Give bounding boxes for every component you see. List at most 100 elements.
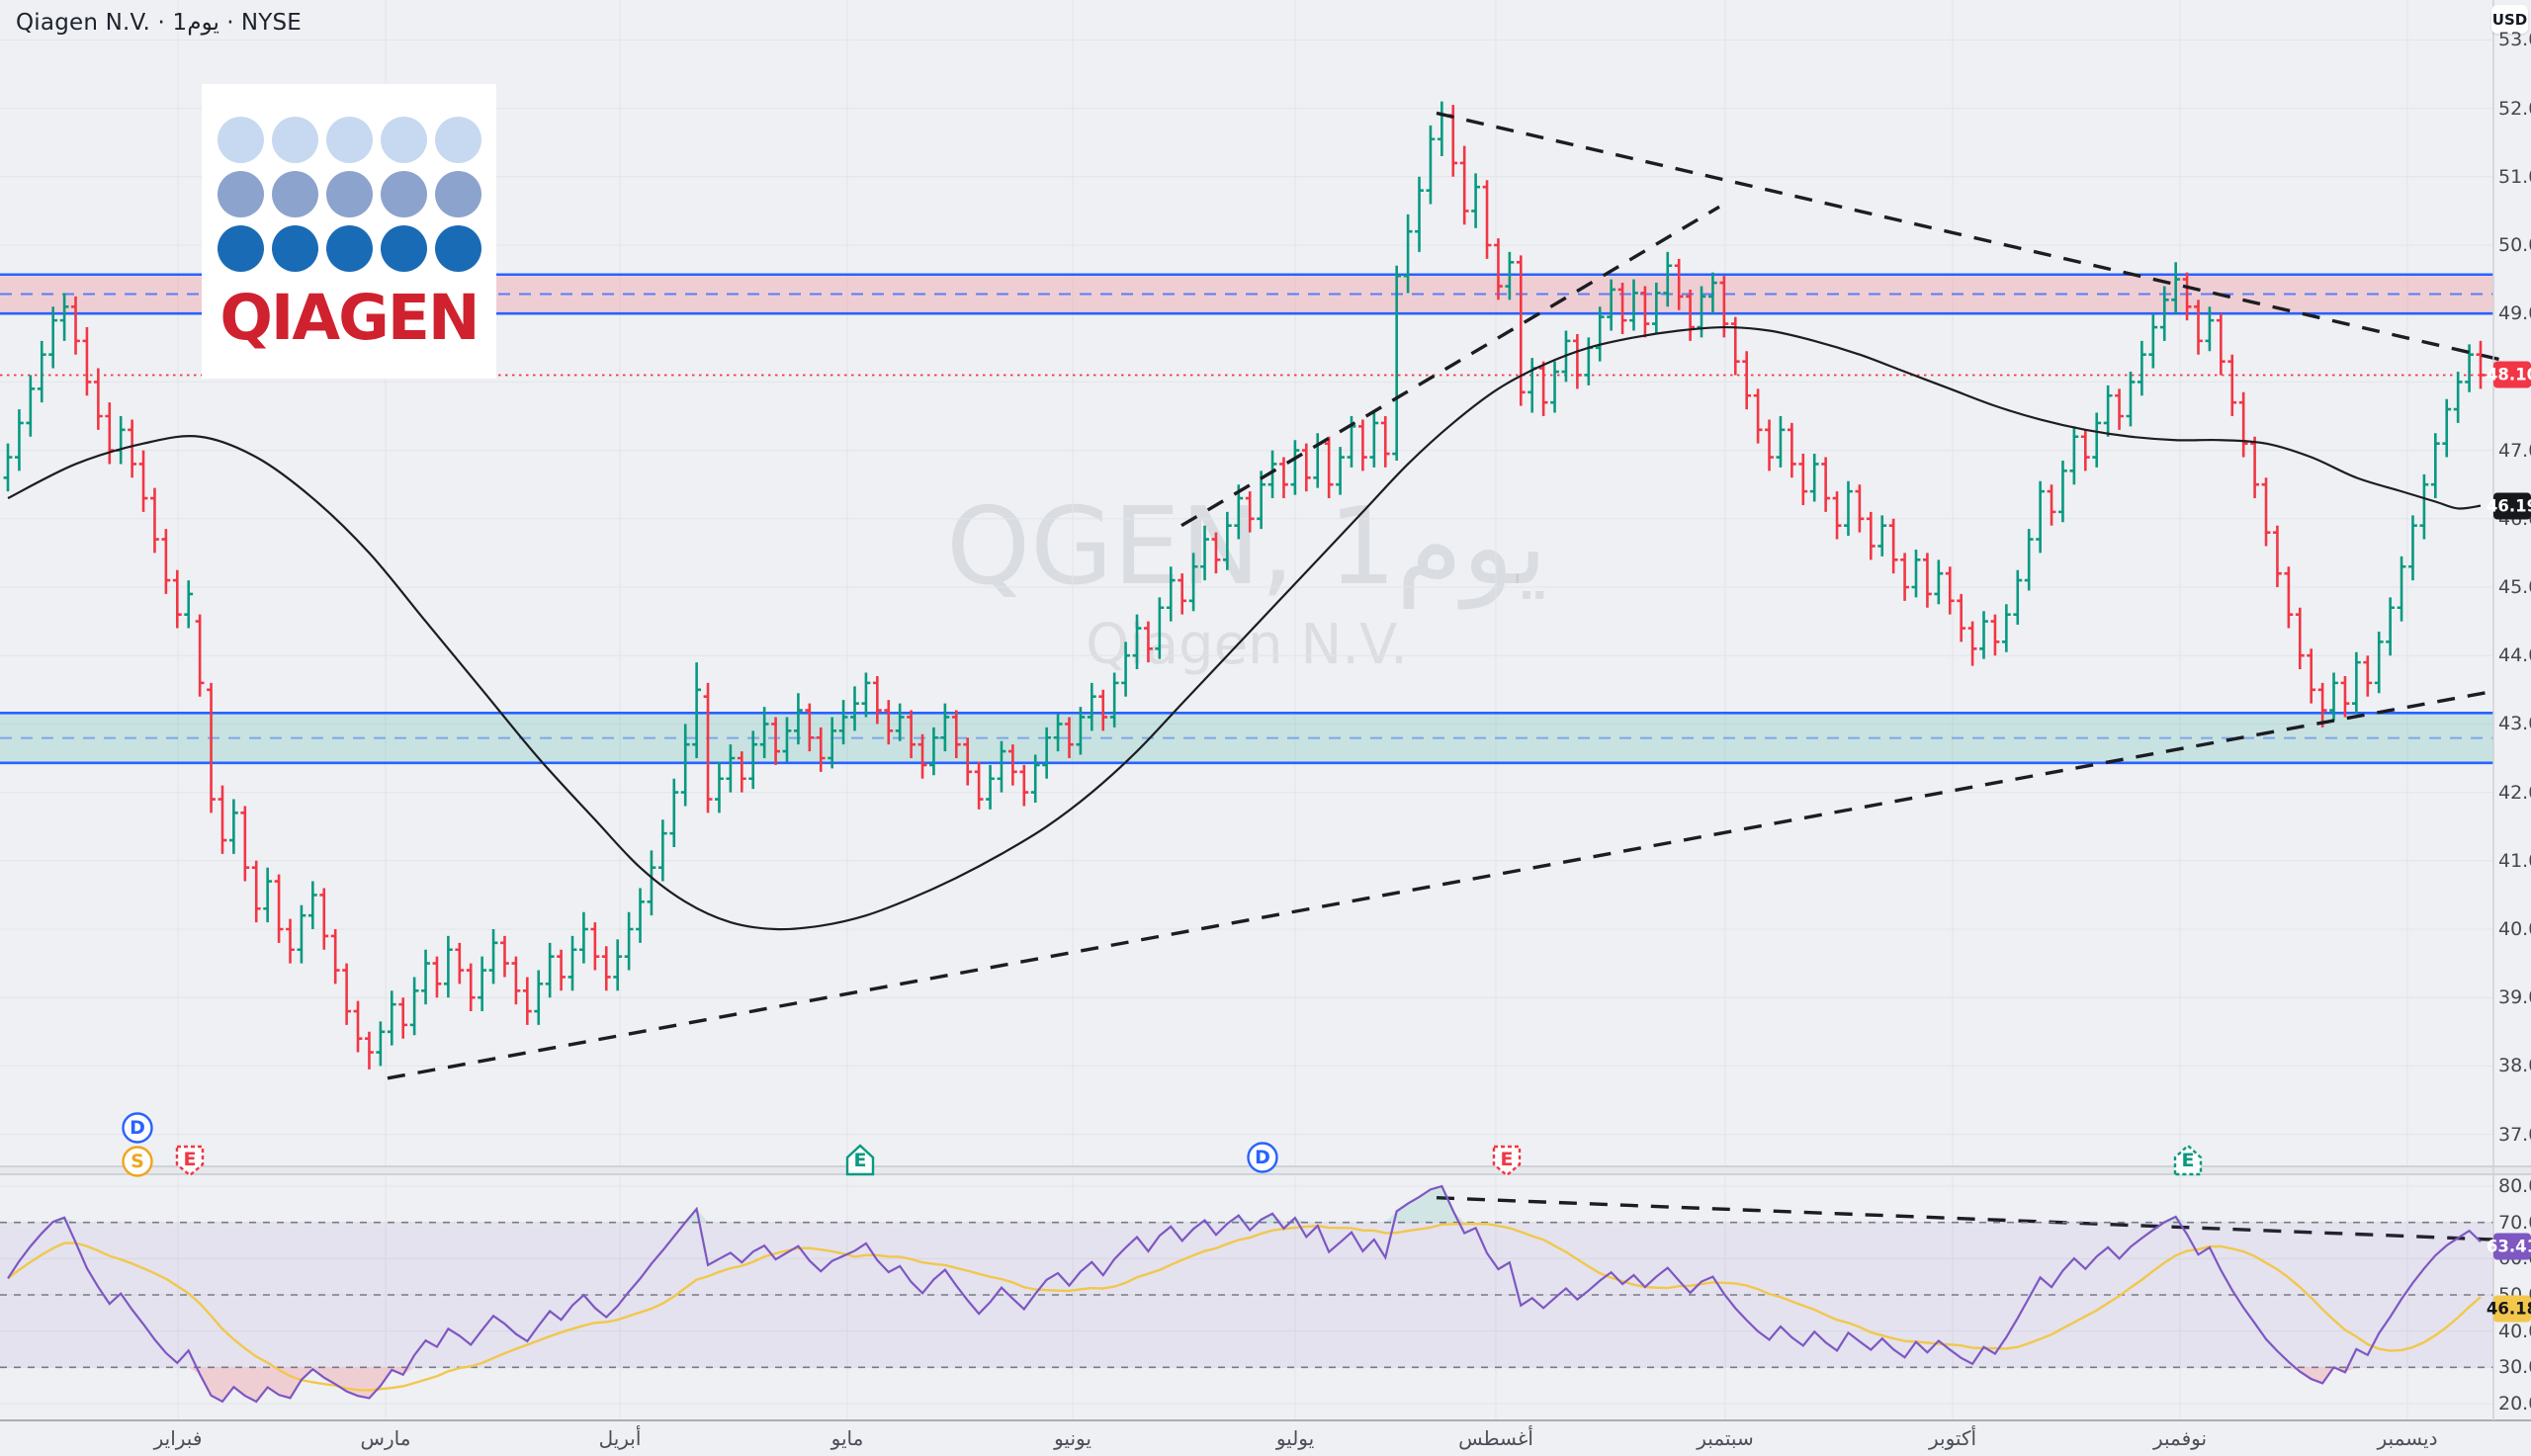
ohlc-bar[interactable] (116, 416, 126, 465)
ohlc-bar[interactable] (1324, 436, 1334, 499)
ohlc-bar[interactable] (1911, 549, 1921, 598)
rsi-axis-label[interactable]: 20.00 (2498, 1393, 2531, 1414)
ohlc-bar[interactable] (1923, 553, 1932, 608)
ohlc-bar[interactable] (1245, 491, 1255, 533)
ohlc-bar[interactable] (1290, 440, 1300, 495)
ohlc-bar[interactable] (195, 614, 205, 697)
ohlc-bar[interactable] (940, 703, 950, 752)
ohlc-bar[interactable] (657, 819, 667, 882)
ohlc-bar[interactable] (2126, 372, 2136, 427)
ohlc-bar[interactable] (2329, 672, 2338, 721)
ohlc-bar[interactable] (1098, 689, 1108, 731)
ohlc-bar[interactable] (2340, 675, 2350, 718)
ohlc-bar[interactable] (2001, 604, 2011, 652)
symbol-title[interactable]: Qiagen N.V. · 1يوم · NYSE (16, 10, 303, 36)
ohlc-bar[interactable] (2351, 651, 2361, 715)
ohlc-bar[interactable] (1821, 457, 1831, 512)
earnings-marker[interactable]: E (843, 1143, 877, 1182)
ohlc-bar[interactable] (636, 888, 645, 943)
ohlc-bar[interactable] (1595, 306, 1605, 362)
ohlc-bar[interactable] (917, 733, 927, 779)
ohlc-bar[interactable] (1415, 176, 1424, 252)
ohlc-bar[interactable] (2092, 412, 2102, 468)
ohlc-bar[interactable] (478, 956, 487, 1012)
ohlc-bar[interactable] (488, 929, 498, 985)
ohlc-bar[interactable] (1527, 358, 1537, 413)
ohlc-bar[interactable] (1674, 258, 1684, 310)
rsi-axis-label[interactable]: 40.00 (2498, 1320, 2531, 1342)
ohlc-bar[interactable] (128, 419, 137, 478)
ohlc-bar[interactable] (2374, 631, 2384, 694)
ohlc-bar[interactable] (297, 904, 306, 964)
ohlc-bar[interactable] (1686, 289, 1695, 341)
ohlc-bar[interactable] (251, 860, 261, 923)
ohlc-bar[interactable] (1809, 454, 1819, 502)
ohlc-bar[interactable] (2465, 344, 2474, 392)
ohlc-bar[interactable] (2182, 272, 2192, 321)
ohlc-bar[interactable] (2476, 340, 2486, 389)
ohlc-bar[interactable] (82, 327, 92, 396)
ohlc-bar[interactable] (511, 956, 521, 1005)
ohlc-bar[interactable] (319, 888, 329, 950)
ohlc-bar[interactable] (1403, 214, 1413, 294)
ohlc-bar[interactable] (1708, 272, 1717, 314)
month-label[interactable]: فبراير (153, 1426, 203, 1450)
ohlc-bar[interactable] (1990, 614, 2000, 656)
ohlc-bar[interactable] (692, 662, 702, 758)
ohlc-bar[interactable] (443, 935, 453, 998)
price-axis-label[interactable]: 38.00 (2498, 1055, 2531, 1077)
ohlc-bar[interactable] (2024, 529, 2034, 591)
ohlc-bar[interactable] (782, 717, 792, 762)
ohlc-bar[interactable] (647, 850, 656, 916)
ohlc-bar[interactable] (229, 799, 238, 854)
ohlc-bar[interactable] (1007, 744, 1017, 786)
ohlc-bar[interactable] (409, 977, 419, 1036)
ohlc-bar[interactable] (2250, 436, 2259, 499)
price-axis-label[interactable]: 37.00 (2498, 1123, 2531, 1146)
ohlc-bar[interactable] (1494, 238, 1503, 300)
ohlc-bar[interactable] (929, 727, 938, 776)
ohlc-bar[interactable] (1855, 484, 1865, 533)
rsi-axis-label[interactable]: 80.00 (2498, 1175, 2531, 1197)
ohlc-bar[interactable] (2295, 607, 2305, 670)
dividend-marker[interactable]: D (121, 1110, 154, 1150)
ohlc-bar[interactable] (2307, 648, 2316, 704)
ohlc-bar[interactable] (907, 710, 916, 758)
dividend-marker[interactable]: D (1246, 1140, 1279, 1179)
ohlc-bar[interactable] (748, 730, 758, 790)
ohlc-bar[interactable] (771, 717, 780, 765)
ohlc-bar[interactable] (138, 450, 148, 512)
ohlc-bar[interactable] (2159, 286, 2169, 341)
ohlc-bar[interactable] (1144, 621, 1153, 663)
ohlc-bar[interactable] (37, 340, 46, 403)
ohlc-bar[interactable] (387, 990, 396, 1046)
ohlc-bar[interactable] (1301, 443, 1311, 492)
ohlc-bar[interactable] (828, 717, 837, 769)
earnings-marker[interactable]: E (1490, 1143, 1524, 1182)
ohlc-bar[interactable] (1877, 515, 1887, 557)
split-marker[interactable]: S (121, 1144, 154, 1183)
ohlc-bar[interactable] (2227, 354, 2237, 416)
month-label[interactable]: يوليو (1275, 1426, 1315, 1450)
ohlc-bar[interactable] (1121, 642, 1130, 697)
earnings-marker[interactable]: E (2171, 1143, 2205, 1182)
price-axis-label[interactable]: 42.00 (2498, 781, 2531, 804)
price-axis-label[interactable]: 39.00 (2498, 986, 2531, 1009)
ohlc-bar[interactable] (2115, 388, 2124, 430)
ohlc-bar[interactable] (726, 744, 736, 793)
ohlc-bar[interactable] (1042, 727, 1052, 779)
price-axis-label[interactable]: 43.00 (2498, 713, 2531, 735)
month-label[interactable]: مارس (360, 1426, 411, 1450)
month-label[interactable]: أبريل (598, 1426, 642, 1450)
ohlc-bar[interactable] (534, 970, 544, 1025)
ohlc-bar[interactable] (2148, 313, 2158, 369)
ohlc-bar[interactable] (1607, 279, 1616, 331)
upper-descending-resistance[interactable] (1436, 111, 2500, 362)
ohlc-bar[interactable] (59, 293, 69, 341)
ohlc-bar[interactable] (207, 682, 216, 814)
ohlc-bar[interactable] (2013, 569, 2023, 626)
ohlc-bar[interactable] (2408, 515, 2417, 581)
ohlc-bar[interactable] (1753, 388, 1763, 444)
ohlc-bar[interactable] (1109, 672, 1119, 728)
ohlc-bar[interactable] (1437, 101, 1446, 157)
